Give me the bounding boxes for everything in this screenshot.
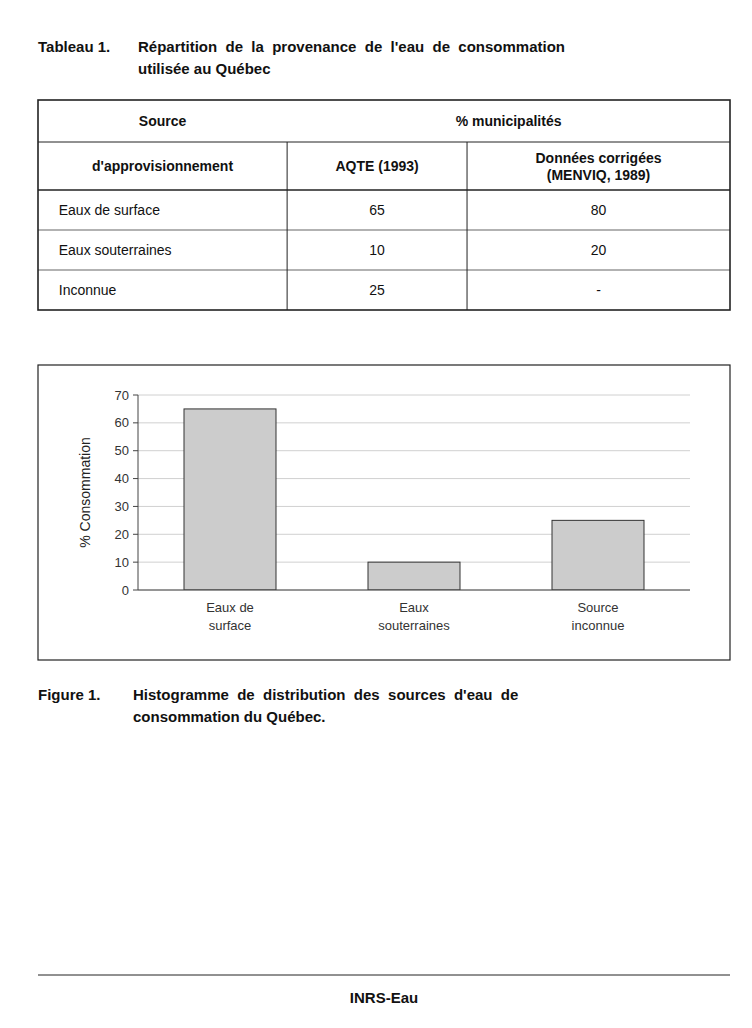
y-tick [133,506,138,507]
table-cell: - [596,282,601,298]
text-line: Eaux [399,600,429,615]
text-line: (MENVIQ, 1989) [547,167,650,183]
x-tick-label: Eaux souterraines [378,600,450,633]
y-tick-label: 50 [115,443,129,458]
table-row-line [38,270,730,271]
text-line: AQTE (1993) [335,158,418,174]
table: Tableau 1. Répartition de la provenance d… [38,38,730,310]
text-line: Source [139,113,187,129]
grid-line [138,395,690,396]
grid-line [138,590,690,591]
table-row-line [38,230,730,231]
y-axis-label: % Consommation [77,437,93,548]
text-line: Données corrigées [535,150,661,166]
table-header: % municipalités [456,113,562,129]
footer: INRS-Eau [350,989,418,1006]
bar [368,562,460,590]
x-axis [138,590,690,591]
text-line: inconnue [572,618,625,633]
table-cell: 20 [591,242,607,258]
table-header: Source [139,113,187,129]
table-header: AQTE (1993) [335,158,418,174]
text-line: d'approvisionnement [92,158,233,174]
text-line: Source [577,600,618,615]
y-tick [133,562,138,563]
text-line: surface [209,618,252,633]
page-svg: Tableau 1. Répartition de la provenance d… [0,0,752,1028]
figure-title: Figure 1. [38,686,101,703]
y-tick [133,395,138,396]
table-cell: 80 [591,202,607,218]
y-axis [138,395,139,590]
table-header: Données corrigées(MENVIQ, 1989) [535,150,661,183]
text-line: Eaux de [206,600,254,615]
table-cell: Inconnue [59,282,117,298]
table-col-line [287,142,288,310]
chart-box [38,365,730,660]
bar [184,409,276,590]
footer-rule [38,975,730,976]
table-subtitle: Répartition de la provenance de l'eau de… [138,38,565,55]
y-tick [133,478,138,479]
table-header: d'approvisionnement [92,158,233,174]
y-tick-label: 40 [115,471,129,486]
table-row-line [38,142,730,143]
x-tick-label: Eaux de surface [206,600,254,633]
y-tick [133,422,138,423]
text-line: % municipalités [456,113,562,129]
figure-subtitle: Histogramme de distribution des sources … [133,686,518,703]
table-subtitle: utilisée au Québec [138,60,271,77]
table-col-line [467,142,468,310]
table-cell: Eaux souterraines [59,242,172,258]
background [0,0,752,1028]
bar-chart: 0 10 20 30 40 50 60 70 Eaux de surface Eaux souterr… [38,365,730,660]
y-tick-label: 70 [115,388,129,403]
table-row-line [38,189,730,191]
y-tick [133,450,138,451]
table-cell: 25 [369,282,385,298]
table-title: Tableau 1. [38,38,110,55]
x-tick-label: Source inconnue [572,600,625,633]
y-tick-label: 10 [115,555,129,570]
y-tick-label: 0 [122,583,129,598]
figure-subtitle: consommation du Québec. [133,708,326,725]
bar [552,520,644,590]
y-tick-label: 60 [115,415,129,430]
page: Tableau 1. Répartition de la provenance d… [0,0,752,1028]
y-tick-label: 20 [115,527,129,542]
bars [184,409,644,590]
y-tick [133,590,138,591]
table-cell: 10 [369,242,385,258]
text-line: souterraines [378,618,450,633]
y-tick [133,534,138,535]
y-tick-label: 30 [115,499,129,514]
table-cell: 65 [369,202,385,218]
table-border [38,100,730,310]
table-cell: Eaux de surface [59,202,160,218]
